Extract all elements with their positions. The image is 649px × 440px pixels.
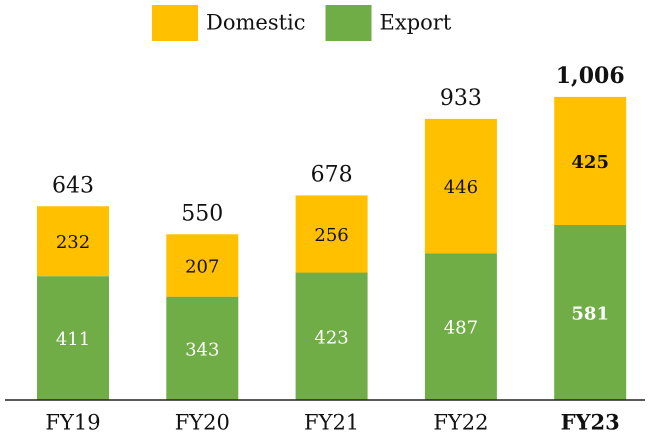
bar-segment xyxy=(424,118,497,254)
bar-segment xyxy=(295,195,368,273)
bar-segment xyxy=(295,272,368,400)
x-tick-label: FY21 xyxy=(304,411,359,435)
segment-label: 256 xyxy=(314,225,348,246)
legend-label: Export xyxy=(380,11,452,35)
bar-segment xyxy=(37,276,109,400)
total-label: 550 xyxy=(181,201,223,226)
legend-label: Domestic xyxy=(206,11,306,35)
segment-label: 487 xyxy=(444,318,478,339)
segment-label: 207 xyxy=(185,256,219,277)
total-label: 1,006 xyxy=(556,63,625,89)
bar-segment xyxy=(166,234,239,297)
total-label: 643 xyxy=(52,173,94,198)
total-label: 678 xyxy=(311,163,353,188)
segment-label: 423 xyxy=(314,327,348,348)
bar-segment xyxy=(554,224,627,400)
x-tick-label: FY23 xyxy=(561,410,620,435)
total-label: 933 xyxy=(440,86,482,111)
x-tick-label: FY19 xyxy=(45,411,100,435)
legend-swatch xyxy=(152,5,198,41)
bar-segment xyxy=(424,253,497,400)
bar-segment xyxy=(166,296,239,400)
segment-label: 581 xyxy=(571,303,609,324)
x-tick-label: FY22 xyxy=(433,411,488,435)
bar-segment xyxy=(554,96,627,225)
segment-label: 232 xyxy=(56,232,90,253)
segment-label: 425 xyxy=(571,152,609,173)
segment-label: 446 xyxy=(444,177,478,198)
legend-swatch xyxy=(325,5,372,41)
bar-segment xyxy=(37,206,109,277)
segment-label: 343 xyxy=(185,339,219,360)
segment-label: 411 xyxy=(56,329,90,350)
x-tick-label: FY20 xyxy=(175,411,230,435)
